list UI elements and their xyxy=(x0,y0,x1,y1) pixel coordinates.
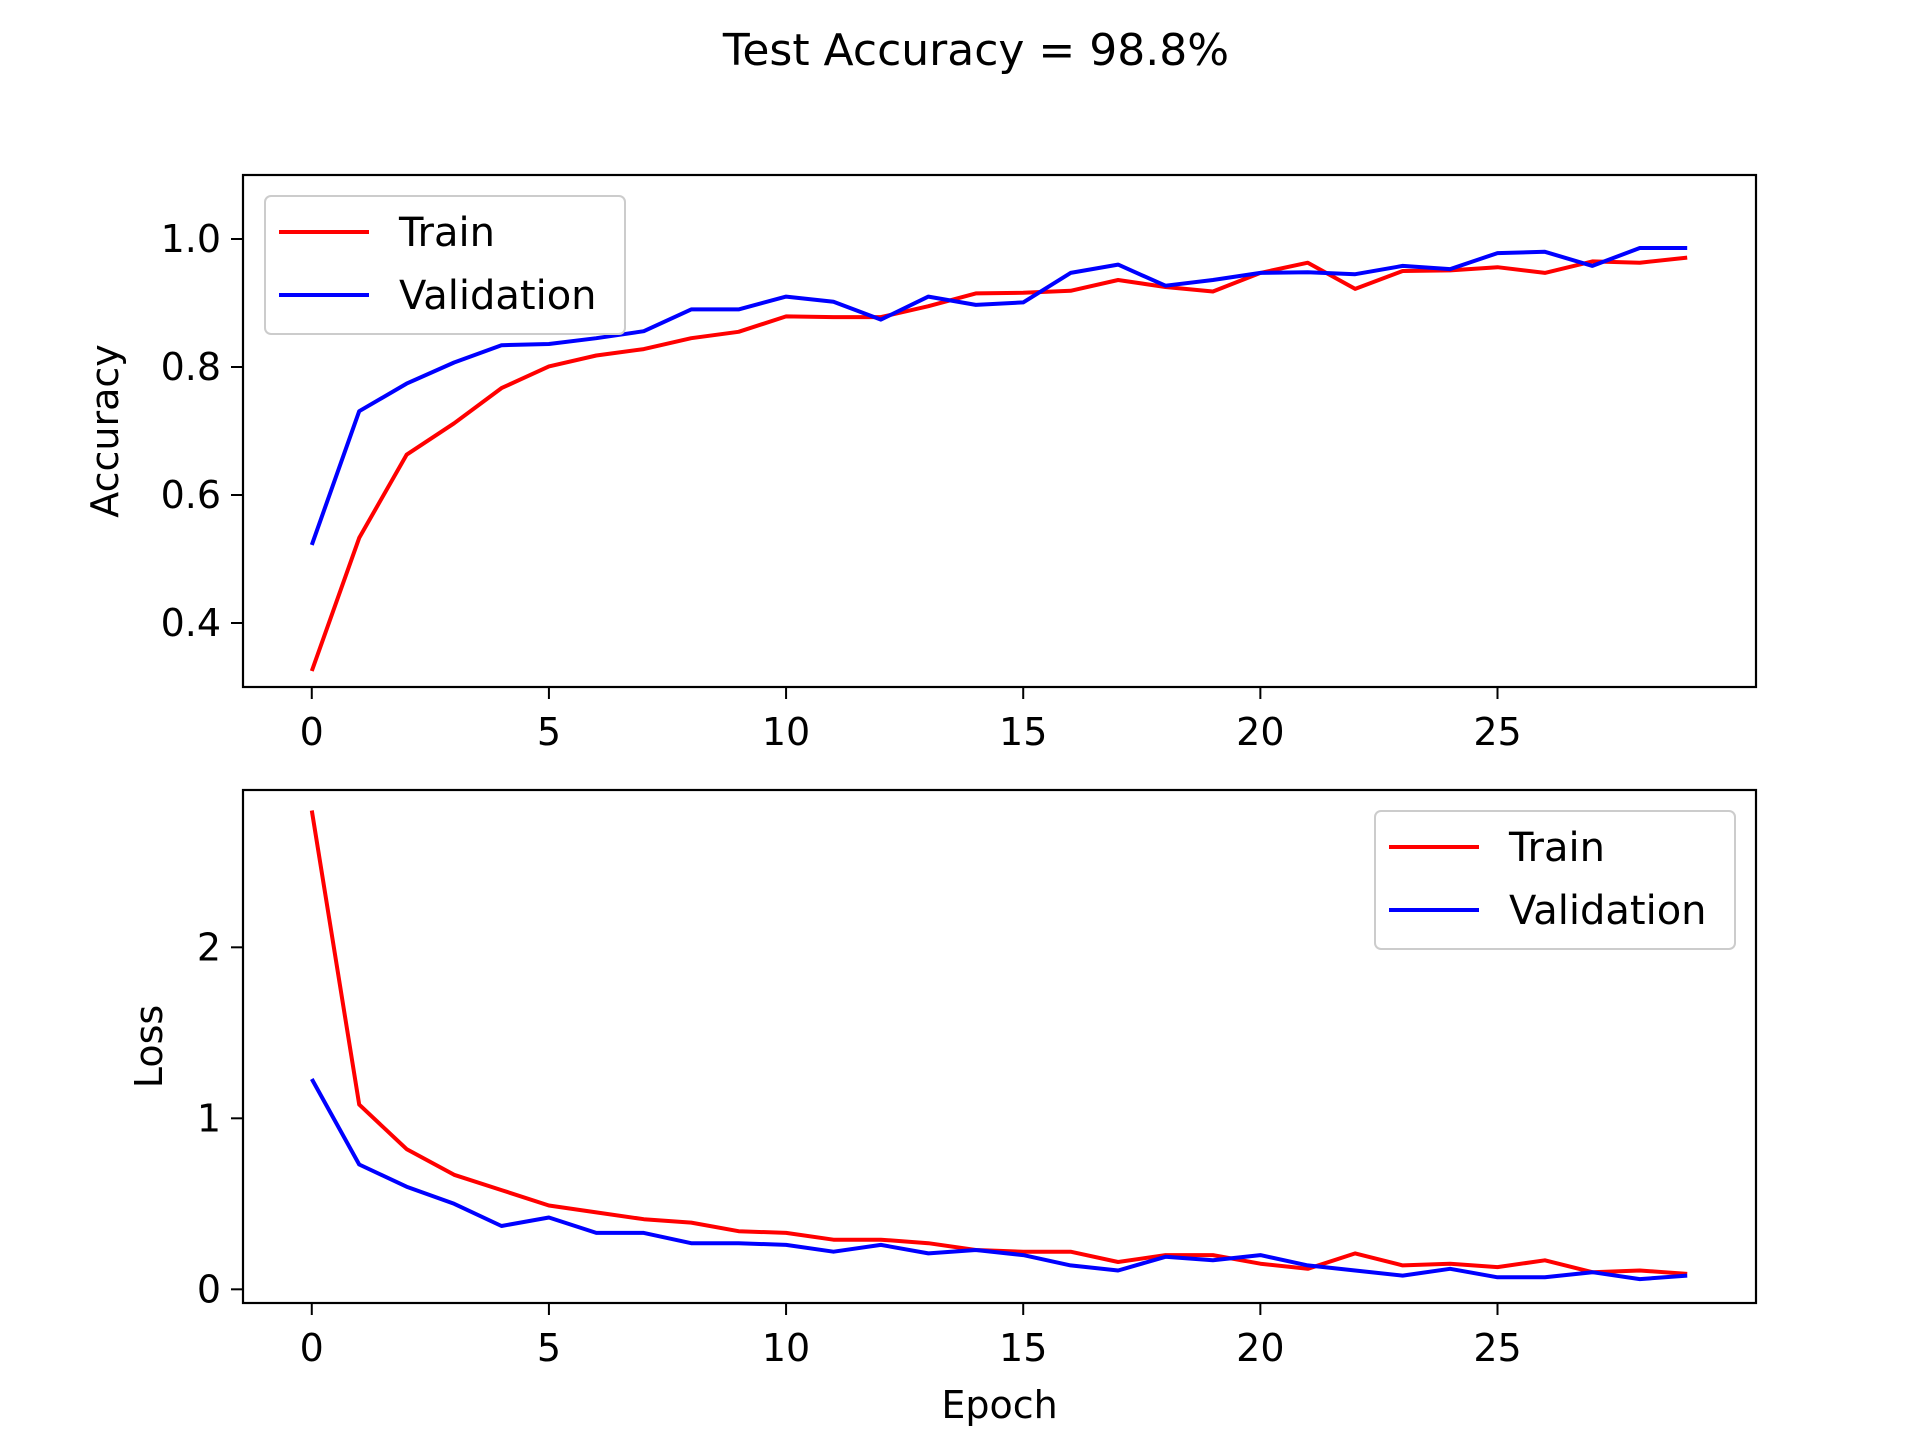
loss-x-tick-label: 10 xyxy=(762,1326,810,1370)
accuracy-y-tick-label: 1.0 xyxy=(161,217,221,261)
loss-y-axis-label: Loss xyxy=(127,1005,171,1088)
loss-x-tick-label: 25 xyxy=(1473,1326,1521,1370)
accuracy-y-axis-label: Accuracy xyxy=(83,344,127,518)
accuracy-x-tick-label: 25 xyxy=(1473,710,1521,754)
accuracy-axes-frame xyxy=(241,173,1758,689)
loss-legend-label: Train xyxy=(1508,825,1605,871)
accuracy-plot: 0 5 10 15 20 25 0.4 0.6 0.8 1.0 Accuracy Train Valid… xyxy=(83,173,1758,754)
loss-axes-frame xyxy=(241,788,1758,1305)
accuracy-x-tick-label: 10 xyxy=(762,710,810,754)
loss-y-tick-label: 0 xyxy=(197,1267,221,1311)
loss-x-tick-label: 20 xyxy=(1236,1326,1284,1370)
accuracy-y-tick-label: 0.8 xyxy=(161,345,221,389)
loss-x-tick-label: 0 xyxy=(300,1326,324,1370)
loss-y-tick-label: 2 xyxy=(197,925,221,969)
loss-validation-line xyxy=(310,1078,1688,1282)
accuracy-validation-line xyxy=(309,246,1688,546)
loss-x-tick-label: 5 xyxy=(537,1326,561,1370)
accuracy-x-tick-label: 5 xyxy=(537,710,561,754)
loss-x-tick-label: 15 xyxy=(999,1326,1047,1370)
accuracy-x-tick-label: 0 xyxy=(300,710,324,754)
loss-legend-label: Validation xyxy=(1509,888,1707,934)
accuracy-x-tick-label: 20 xyxy=(1236,710,1284,754)
accuracy-x-tick-label: 15 xyxy=(999,710,1047,754)
accuracy-legend-label: Validation xyxy=(399,273,597,319)
accuracy-train-line xyxy=(309,255,1688,672)
loss-y-tick-label: 1 xyxy=(197,1096,221,1140)
loss-x-axis-label: Epoch xyxy=(941,1383,1057,1427)
accuracy-y-tick-label: 0.6 xyxy=(161,473,221,517)
loss-plot: 0 5 10 15 20 25 0 1 2 Loss Epoch Train Validation xyxy=(127,788,1758,1427)
accuracy-y-tick-label: 0.4 xyxy=(161,601,221,645)
accuracy-legend-label: Train xyxy=(398,210,495,256)
figure-title: Test Accuracy = 98.8% xyxy=(722,25,1229,76)
